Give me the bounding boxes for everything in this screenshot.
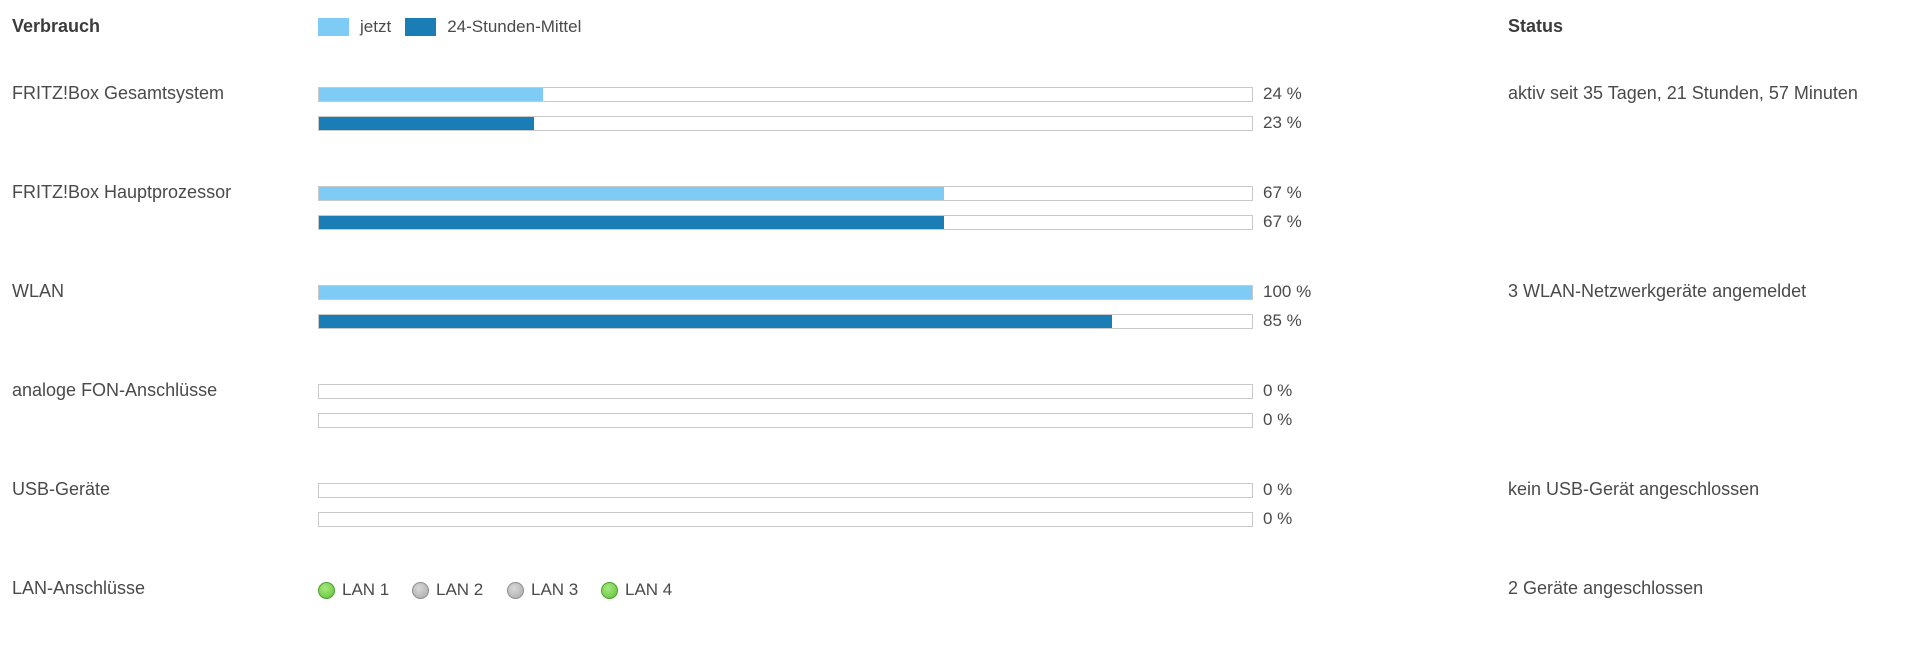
bar-avg-fill [319, 216, 945, 229]
lan-port-name: LAN 4 [625, 580, 673, 599]
lan-status-led-icon [412, 581, 429, 599]
row-label: WLAN [12, 281, 65, 301]
lan-port-name: LAN 1 [342, 580, 390, 599]
bar-avg-track [318, 314, 1253, 329]
bar-avg-value: 0 % [1263, 509, 1293, 528]
bar-avg-value: 0 % [1263, 410, 1293, 429]
lan-port-3: LAN 3 [507, 580, 578, 600]
lan-port-4: LAN 4 [601, 580, 672, 600]
bar-now-track [318, 384, 1253, 399]
lan-status: 2 Geräte angeschlossen [1508, 578, 1704, 598]
lan-status-led-icon [601, 581, 618, 599]
bar-avg-track [318, 215, 1253, 230]
lan-port-1: LAN 1 [318, 580, 389, 600]
legend-now-swatch [318, 18, 349, 36]
lan-port-2: LAN 2 [412, 580, 483, 600]
lan-status-led-icon [507, 581, 524, 599]
legend: jetzt 24-Stunden-Mittel [318, 17, 581, 37]
bar-avg-track [318, 116, 1253, 131]
bar-now-value: 0 % [1263, 381, 1293, 400]
verbrauch-header: Verbrauch [12, 16, 101, 36]
legend-now-label: jetzt [360, 17, 392, 36]
bar-avg-value: 23 % [1263, 113, 1302, 132]
bar-now-fill [319, 88, 543, 101]
legend-avg-swatch [405, 18, 437, 36]
lan-port-name: LAN 2 [436, 580, 484, 599]
bar-now-value: 100 % [1263, 282, 1312, 301]
bar-now-value: 67 % [1263, 183, 1302, 202]
bar-now-track [318, 186, 1253, 201]
row-status: 3 WLAN-Netzwerkgeräte angemeldet [1508, 281, 1807, 301]
bar-avg-value: 85 % [1263, 311, 1302, 330]
bar-now-track [318, 87, 1253, 102]
row-status: aktiv seit 35 Tagen, 21 Stunden, 57 Minu… [1508, 83, 1858, 103]
row-label: USB-Geräte [12, 479, 111, 499]
bar-now-fill [319, 286, 1252, 299]
row-label: FRITZ!Box Hauptprozessor [12, 182, 232, 202]
bar-now-value: 0 % [1263, 480, 1293, 499]
legend-avg-label: 24-Stunden-Mittel [447, 17, 582, 36]
lan-status-led-icon [318, 581, 335, 599]
status-header: Status [1508, 16, 1564, 36]
bar-avg-value: 67 % [1263, 212, 1302, 231]
row-label: analoge FON-Anschlüsse [12, 380, 218, 400]
bar-avg-track [318, 512, 1253, 527]
bar-now-track [318, 483, 1253, 498]
lan-port-name: LAN 3 [531, 580, 579, 599]
bar-avg-track [318, 413, 1253, 428]
bar-now-value: 24 % [1263, 84, 1302, 103]
row-label: FRITZ!Box Gesamtsystem [12, 83, 225, 103]
bar-avg-fill [319, 315, 1113, 328]
row-status: kein USB-Gerät angeschlossen [1508, 479, 1760, 499]
bar-now-fill [319, 187, 945, 200]
bar-avg-fill [319, 117, 534, 130]
lan-label: LAN-Anschlüsse [12, 578, 146, 598]
bar-now-track [318, 285, 1253, 300]
